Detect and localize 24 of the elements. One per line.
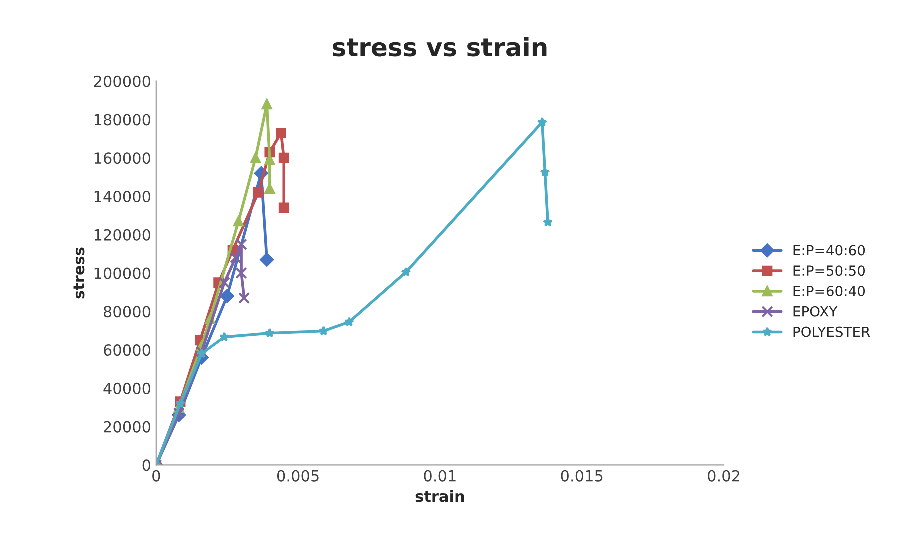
y-tick-label: 100000 — [94, 268, 151, 280]
x-tick-label: 0 — [152, 470, 160, 482]
x-tick-label: 0.015 — [561, 470, 603, 482]
x-tick-label: 0.01 — [424, 470, 456, 482]
y-tick-label: 140000 — [94, 190, 151, 203]
y-tick-label: 160000 — [94, 152, 151, 164]
y-tick-label: 180000 — [94, 114, 151, 126]
chart-title: stress vs strain — [333, 37, 547, 57]
legend-label: POLYESTER — [794, 326, 870, 338]
x-tick-label: 0.005 — [277, 470, 319, 482]
y-tick-label: 40000 — [104, 382, 151, 394]
y-tick-label: 0 — [142, 460, 151, 472]
y-tick-label: 60000 — [104, 344, 151, 356]
y-tick-label: 200000 — [94, 76, 151, 88]
y-tick-label: 80000 — [104, 306, 151, 318]
legend-label: E:P=40:60 — [794, 245, 866, 256]
y-tick-label: 20000 — [104, 421, 151, 433]
x-axis-title: strain — [416, 490, 464, 502]
x-tick-label: 0.02 — [708, 470, 740, 482]
legend-label: E:P=50:50 — [794, 266, 866, 276]
legend-label: EPOXY — [794, 306, 838, 317]
y-tick-label: 120000 — [94, 229, 151, 241]
y-axis-title: stress — [74, 248, 85, 299]
legend-label: E:P=60:40 — [794, 286, 866, 296]
